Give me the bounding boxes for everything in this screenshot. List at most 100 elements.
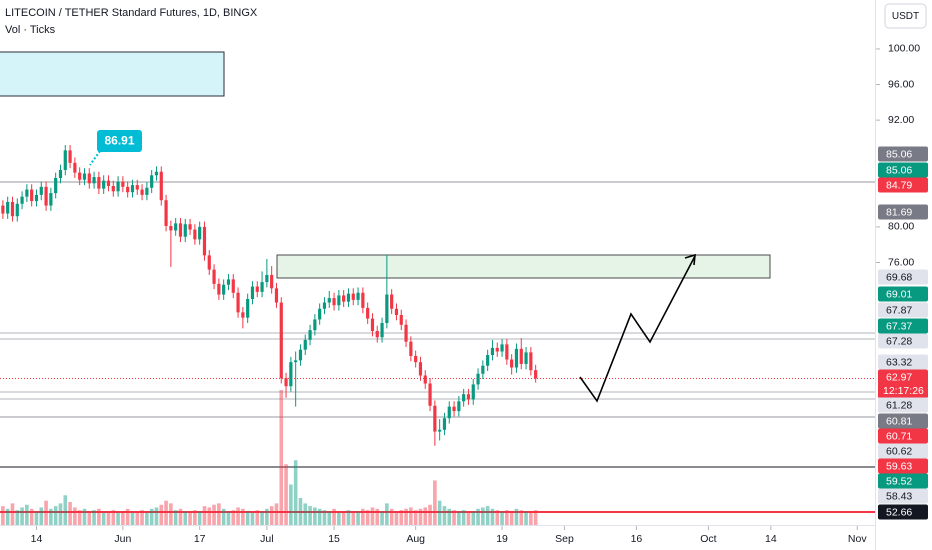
y-tick-label: 100.00	[888, 43, 920, 55]
candle-body	[159, 171, 163, 201]
projection-arrow	[579, 255, 696, 403]
candle-body	[130, 185, 135, 193]
candle-body	[78, 172, 82, 180]
currency[interactable]: USDT	[892, 11, 919, 22]
volume-bar	[356, 511, 360, 525]
candle-body	[289, 362, 293, 387]
volume-bar	[39, 507, 44, 525]
candle-body	[250, 286, 255, 299]
volume-bar	[236, 507, 240, 525]
volume-bar	[29, 508, 34, 525]
candle-body	[73, 162, 77, 173]
volume-bar	[370, 507, 375, 525]
volume-bar	[317, 508, 322, 525]
candle-body	[82, 173, 87, 180]
candle-body	[471, 384, 475, 400]
volume-bar	[524, 511, 528, 525]
volume-bar	[53, 506, 58, 525]
chart-subtitle: Vol · Ticks	[5, 24, 56, 36]
candle-body	[207, 255, 211, 270]
candle-body	[164, 200, 168, 227]
volume-bar	[135, 511, 140, 525]
candle-body	[466, 394, 471, 400]
candle-body	[361, 292, 365, 308]
price-label-box	[878, 413, 928, 429]
price-label-box	[878, 443, 928, 459]
price-label: 60.71	[886, 430, 912, 442]
volume-bar	[241, 508, 245, 525]
volume-bar	[433, 480, 437, 525]
currency-button[interactable]	[884, 3, 927, 29]
volume-bar	[365, 510, 370, 525]
volume-bar	[361, 508, 365, 525]
volume-bar	[5, 508, 10, 525]
candle-body	[39, 186, 43, 195]
volume-bar	[25, 504, 29, 525]
volume-bar	[231, 510, 236, 525]
volume-bar	[140, 510, 144, 525]
candle-body	[505, 344, 509, 360]
candle-body	[260, 282, 264, 292]
volume-bar	[533, 510, 538, 525]
volume-bar	[298, 498, 303, 525]
candle-body	[476, 373, 480, 385]
volume-bar	[226, 511, 231, 525]
price-label: 58.43	[886, 490, 912, 502]
candle-body	[394, 308, 399, 315]
volume-bar	[346, 510, 351, 525]
candle-body	[92, 177, 96, 184]
candle-body	[226, 279, 231, 285]
volume-bar	[500, 511, 504, 525]
y-tick-label: 96.00	[888, 78, 914, 90]
candle-body	[294, 360, 298, 363]
candle-body	[404, 324, 408, 342]
volume-bar	[202, 506, 207, 525]
candle-body	[351, 293, 355, 300]
volume-bar	[490, 508, 495, 525]
countdown: 12:17:26	[883, 385, 924, 397]
candle-body	[58, 169, 63, 178]
volume-bar	[173, 510, 178, 525]
volume-bar	[106, 511, 111, 525]
price-label: 52.66	[886, 506, 912, 518]
price-label: 67.28	[886, 335, 912, 347]
volume-bar	[351, 512, 356, 525]
volume-bar	[260, 511, 264, 525]
candle-body	[519, 348, 523, 364]
plot-area: 86.91 LITECOIN / TETHER Standard Futures…	[0, 7, 875, 525]
price-label-box	[878, 146, 928, 162]
axes: 100.00 96.00 92.00 80.00 76.00 14 Jun 17 Jul 15 Au…	[31, 43, 928, 545]
candle-body	[447, 406, 451, 419]
price-label: 67.37	[886, 320, 912, 332]
candle-body	[375, 331, 379, 338]
arrow-head	[684, 253, 696, 266]
volume-bar	[193, 510, 197, 525]
volume-bar	[471, 511, 476, 525]
x-tick-label: 15	[328, 533, 340, 545]
candle-body	[418, 362, 423, 376]
price-label: 85.06	[886, 148, 912, 160]
price-label-box	[878, 488, 928, 504]
volume-bar	[313, 507, 317, 525]
price-label: 63.32	[886, 356, 912, 368]
volume-bar	[15, 510, 20, 525]
volume-bar	[44, 500, 48, 525]
candle-body	[423, 375, 427, 384]
volume-bar	[461, 510, 466, 525]
volume-bar	[221, 508, 226, 525]
volume-bar	[399, 510, 404, 525]
volume-bar	[34, 511, 39, 525]
volume-bar	[20, 507, 24, 525]
volume-bar	[82, 508, 87, 525]
candle-body	[337, 295, 341, 306]
candle-body	[462, 394, 466, 402]
volume-bar	[87, 511, 92, 525]
volume-bar	[1, 506, 5, 525]
candle-body	[49, 193, 53, 206]
volume-bar	[154, 507, 159, 525]
candle-body	[370, 318, 375, 332]
volume-bar	[169, 503, 173, 525]
candle-body	[270, 274, 274, 289]
volume-bar	[217, 503, 221, 525]
price-label-box	[878, 458, 928, 474]
